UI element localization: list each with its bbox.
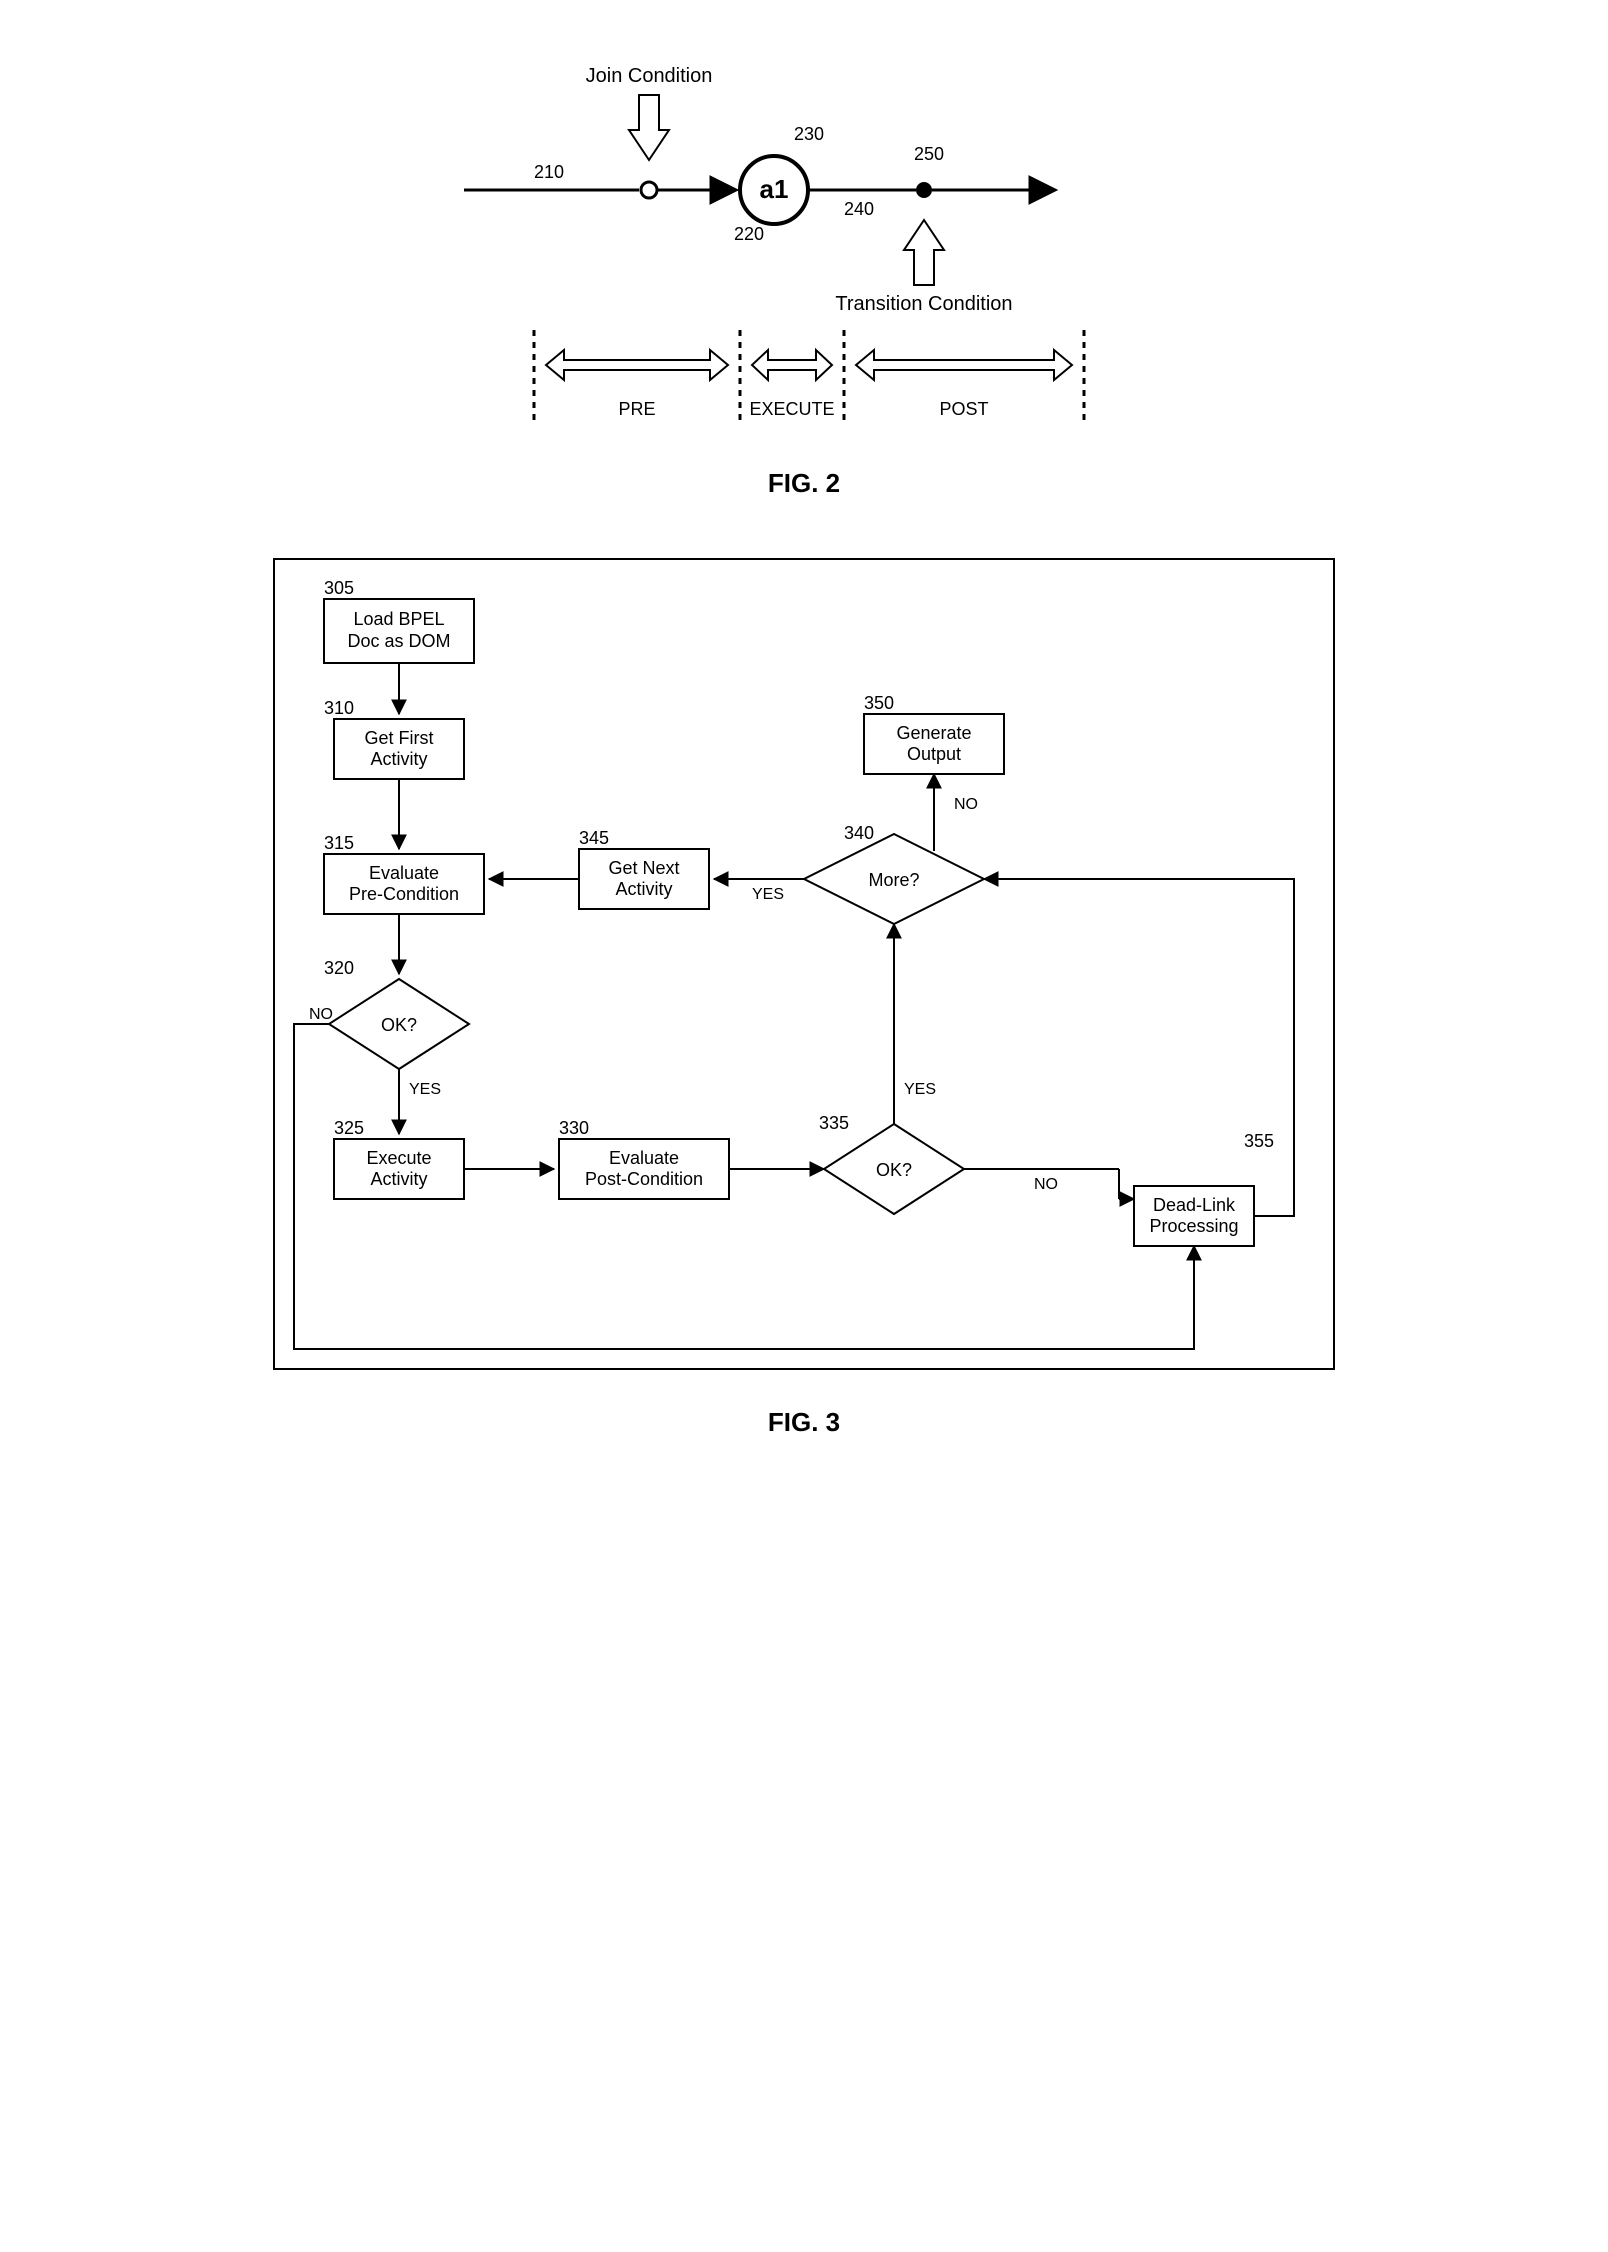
fig3-border bbox=[274, 559, 1334, 1369]
num-220: 220 bbox=[734, 224, 764, 244]
node-330-l1: Evaluate bbox=[609, 1148, 679, 1168]
node-315-l1: Evaluate bbox=[369, 863, 439, 883]
num-355: 355 bbox=[1244, 1131, 1274, 1151]
edge-340-no: NO bbox=[954, 796, 978, 813]
activity-label: a1 bbox=[760, 174, 789, 204]
num-345: 345 bbox=[579, 828, 609, 848]
execute-label: EXECUTE bbox=[749, 399, 834, 419]
node-320-label: OK? bbox=[381, 1015, 417, 1035]
node-315-l2: Pre-Condition bbox=[349, 884, 459, 904]
node-340-label: More? bbox=[868, 870, 919, 890]
fig3-caption: FIG. 3 bbox=[254, 1407, 1354, 1438]
node-335-label: OK? bbox=[876, 1160, 912, 1180]
node-350-l2: Output bbox=[907, 744, 961, 764]
num-230: 230 bbox=[794, 124, 824, 144]
execute-phase-arrow bbox=[752, 350, 832, 380]
transition-arrow-icon bbox=[904, 220, 944, 285]
node-325-l2: Activity bbox=[370, 1169, 427, 1189]
pre-label: PRE bbox=[618, 399, 655, 419]
num-210: 210 bbox=[534, 162, 564, 182]
num-320: 320 bbox=[324, 958, 354, 978]
node-355-l2: Processing bbox=[1149, 1216, 1238, 1236]
num-315: 315 bbox=[324, 833, 354, 853]
fig2-svg: a1 Join Condition Transition Condition 2… bbox=[254, 20, 1354, 450]
node-350-l1: Generate bbox=[896, 723, 971, 743]
node-355-l1: Dead-Link bbox=[1153, 1195, 1236, 1215]
join-arrow-icon bbox=[629, 95, 669, 160]
fig3-svg: 305 Load BPEL Doc as DOM 310 Get First A… bbox=[254, 539, 1354, 1389]
edge-340-yes: YES bbox=[752, 886, 784, 903]
num-310: 310 bbox=[324, 698, 354, 718]
num-325: 325 bbox=[334, 1118, 364, 1138]
edge-320-no: NO bbox=[309, 1006, 333, 1023]
post-label: POST bbox=[939, 399, 988, 419]
num-305: 305 bbox=[324, 578, 354, 598]
num-330: 330 bbox=[559, 1118, 589, 1138]
num-335: 335 bbox=[819, 1113, 849, 1133]
edge-335-yes: YES bbox=[904, 1081, 936, 1098]
node-310-l1: Get First bbox=[364, 728, 433, 748]
num-250: 250 bbox=[914, 144, 944, 164]
join-condition-label: Join Condition bbox=[586, 65, 713, 87]
node-345-l1: Get Next bbox=[608, 858, 679, 878]
transition-condition-node bbox=[916, 182, 932, 198]
node-305-l1: Load BPEL bbox=[353, 609, 444, 629]
node-330-l2: Post-Condition bbox=[585, 1169, 703, 1189]
num-340: 340 bbox=[844, 823, 874, 843]
edge-335-no: NO bbox=[1034, 1176, 1058, 1193]
transition-condition-label: Transition Condition bbox=[835, 293, 1012, 315]
num-350: 350 bbox=[864, 693, 894, 713]
node-325-l1: Execute bbox=[366, 1148, 431, 1168]
num-240: 240 bbox=[844, 199, 874, 219]
fig2-caption: FIG. 2 bbox=[254, 468, 1354, 499]
edge-320-yes: YES bbox=[409, 1081, 441, 1098]
join-condition-node bbox=[641, 182, 657, 198]
pre-phase-arrow bbox=[546, 350, 728, 380]
node-305-l2: Doc as DOM bbox=[347, 631, 450, 651]
node-310-l2: Activity bbox=[370, 749, 427, 769]
node-345-l2: Activity bbox=[615, 879, 672, 899]
post-phase-arrow bbox=[856, 350, 1072, 380]
